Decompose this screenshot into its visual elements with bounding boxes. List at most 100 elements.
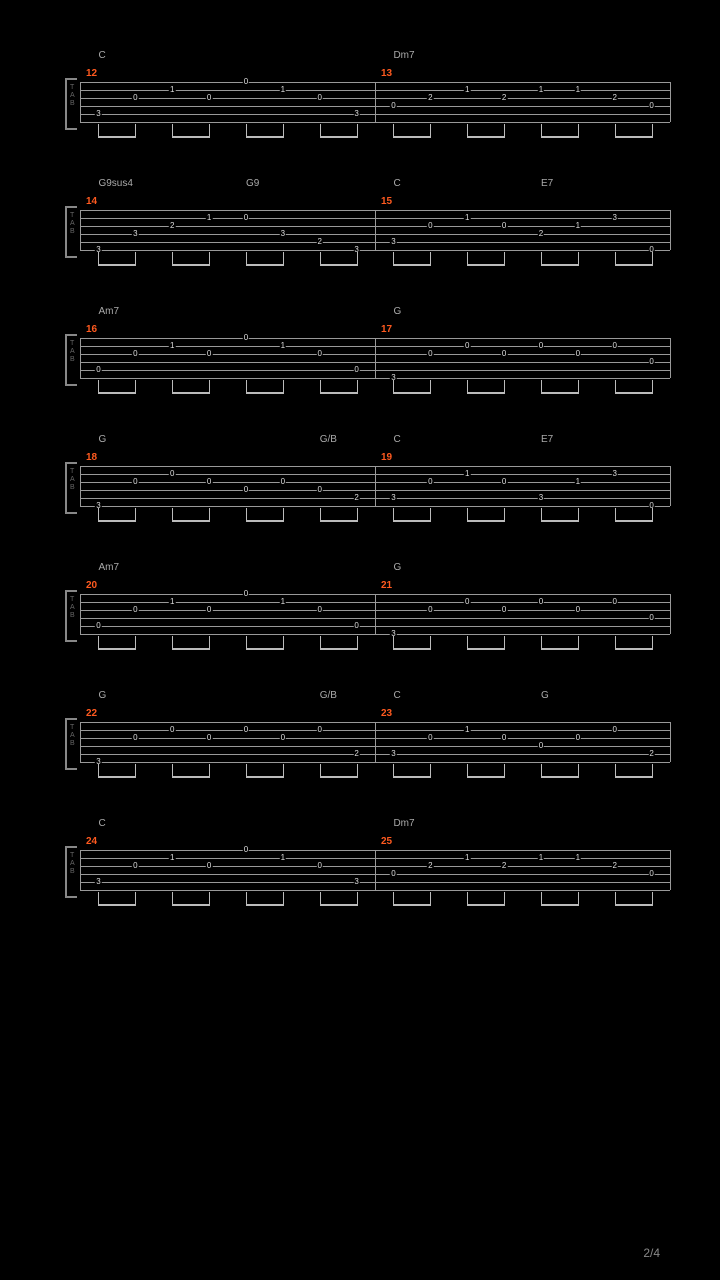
chord-label: C xyxy=(393,434,400,445)
fret-number: 0 xyxy=(316,606,322,614)
measure-number: 17 xyxy=(381,324,392,335)
tab-clef: TAB xyxy=(70,84,75,108)
fret-number: 1 xyxy=(169,86,175,94)
measure-number: 24 xyxy=(86,836,97,847)
chord-label: C xyxy=(393,178,400,189)
fret-number: 0 xyxy=(611,726,617,734)
tab-system: GG/BCE7TAB18300000021930103130 xyxy=(50,434,670,524)
fret-number: 0 xyxy=(206,478,212,486)
chord-label: C xyxy=(98,818,105,829)
tab-clef: TAB xyxy=(70,852,75,876)
measure-number: 13 xyxy=(381,68,392,79)
fret-number: 1 xyxy=(538,86,544,94)
fret-number: 1 xyxy=(280,854,286,862)
fret-number: 3 xyxy=(353,110,359,118)
fret-number: 0 xyxy=(648,358,654,366)
chord-label: G9 xyxy=(246,178,259,189)
chord-label: Dm7 xyxy=(393,818,414,829)
fret-number: 1 xyxy=(464,726,470,734)
fret-number: 1 xyxy=(169,598,175,606)
measure-number: 20 xyxy=(86,580,97,591)
fret-number: 2 xyxy=(648,750,654,758)
fret-number: 0 xyxy=(316,862,322,870)
fret-number: 0 xyxy=(464,342,470,350)
fret-number: 3 xyxy=(390,494,396,502)
fret-number: 0 xyxy=(538,342,544,350)
fret-number: 0 xyxy=(132,350,138,358)
measure-number: 18 xyxy=(86,452,97,463)
fret-number: 0 xyxy=(316,486,322,494)
fret-number: 1 xyxy=(464,470,470,478)
measure-number: 16 xyxy=(86,324,97,335)
fret-number: 0 xyxy=(501,734,507,742)
chord-label: G9sus4 xyxy=(98,178,132,189)
fret-number: 0 xyxy=(243,486,249,494)
fret-number: 2 xyxy=(611,94,617,102)
tab-system: GG/BCGTAB22300000022330100002 xyxy=(50,690,670,780)
fret-number: 2 xyxy=(501,94,507,102)
fret-number: 0 xyxy=(206,94,212,102)
tab-system: G9sus4G9CE7TAB14332103231530102130 xyxy=(50,178,670,268)
fret-number: 2 xyxy=(611,862,617,870)
measure-number: 21 xyxy=(381,580,392,591)
fret-number: 0 xyxy=(648,102,654,110)
fret-number: 0 xyxy=(95,366,101,374)
fret-number: 0 xyxy=(427,606,433,614)
fret-number: 3 xyxy=(611,214,617,222)
fret-number: 2 xyxy=(501,862,507,870)
fret-number: 0 xyxy=(427,478,433,486)
chord-label: E7 xyxy=(541,178,553,189)
fret-number: 0 xyxy=(648,870,654,878)
fret-number: 0 xyxy=(280,734,286,742)
fret-number: 3 xyxy=(390,238,396,246)
fret-number: 1 xyxy=(575,86,581,94)
chord-label: Dm7 xyxy=(393,50,414,61)
fret-number: 0 xyxy=(575,734,581,742)
chord-label: G xyxy=(393,306,401,317)
fret-number: 0 xyxy=(575,350,581,358)
chord-label: G xyxy=(98,690,106,701)
fret-number: 0 xyxy=(243,334,249,342)
fret-number: 0 xyxy=(316,726,322,734)
fret-number: 1 xyxy=(575,478,581,486)
fret-number: 0 xyxy=(427,350,433,358)
fret-number: 0 xyxy=(243,846,249,854)
fret-number: 0 xyxy=(538,742,544,750)
fret-number: 0 xyxy=(132,94,138,102)
fret-number: 2 xyxy=(169,222,175,230)
fret-number: 2 xyxy=(427,862,433,870)
tab-clef: TAB xyxy=(70,212,75,236)
fret-number: 3 xyxy=(280,230,286,238)
fret-number: 0 xyxy=(169,726,175,734)
fret-number: 3 xyxy=(95,110,101,118)
fret-number: 1 xyxy=(464,214,470,222)
chord-label: C xyxy=(98,50,105,61)
measure-number: 25 xyxy=(381,836,392,847)
measure-number: 15 xyxy=(381,196,392,207)
fret-number: 1 xyxy=(280,598,286,606)
fret-number: 0 xyxy=(132,478,138,486)
fret-number: 1 xyxy=(169,854,175,862)
fret-number: 2 xyxy=(316,238,322,246)
fret-number: 3 xyxy=(132,230,138,238)
fret-number: 0 xyxy=(575,606,581,614)
fret-number: 3 xyxy=(95,878,101,886)
fret-number: 0 xyxy=(390,102,396,110)
fret-number: 0 xyxy=(538,598,544,606)
fret-number: 1 xyxy=(169,342,175,350)
tab-system: Am7GTAB20001001002130000000 xyxy=(50,562,670,652)
fret-number: 0 xyxy=(280,478,286,486)
fret-number: 0 xyxy=(390,870,396,878)
fret-number: 0 xyxy=(353,622,359,630)
fret-number: 0 xyxy=(501,222,507,230)
fret-number: 1 xyxy=(464,86,470,94)
fret-number: 1 xyxy=(206,214,212,222)
page-number: 2/4 xyxy=(643,1246,660,1260)
fret-number: 0 xyxy=(316,94,322,102)
fret-number: 2 xyxy=(538,230,544,238)
chord-label: C xyxy=(393,690,400,701)
chord-label: G/B xyxy=(320,690,337,701)
tab-system: CDm7TAB24301001032502121120 xyxy=(50,818,670,908)
measure-number: 12 xyxy=(86,68,97,79)
tab-clef: TAB xyxy=(70,596,75,620)
